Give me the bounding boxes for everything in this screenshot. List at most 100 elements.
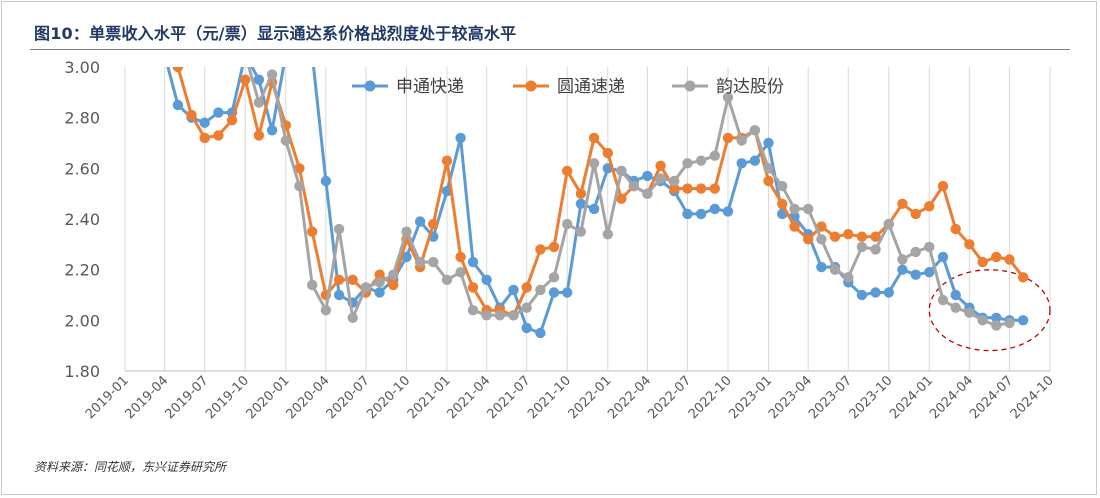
- data-point: [669, 183, 680, 194]
- data-point: [695, 155, 707, 166]
- data-point: [455, 132, 466, 144]
- data-point: [856, 241, 868, 253]
- data-point: [548, 272, 560, 283]
- x-tick-label: 2024-07: [967, 373, 1016, 422]
- series-3: [247, 67, 1015, 331]
- data-point: [508, 310, 519, 321]
- data-point: [616, 193, 627, 204]
- data-point: [347, 274, 358, 285]
- data-point: [616, 165, 627, 177]
- data-point: [575, 226, 587, 237]
- data-point: [950, 223, 961, 235]
- data-point: [655, 173, 666, 184]
- data-point: [294, 49, 304, 59]
- data-point: [388, 269, 399, 280]
- data-point: [521, 302, 532, 313]
- data-point: [535, 327, 546, 339]
- data-point: [763, 175, 774, 187]
- data-point: [521, 282, 532, 293]
- data-point: [722, 92, 734, 103]
- legend-label: 圆通速递: [557, 77, 625, 97]
- data-point: [709, 150, 720, 161]
- data-point: [481, 274, 492, 285]
- data-point: [763, 163, 774, 174]
- data-point: [1017, 315, 1029, 326]
- data-point: [360, 282, 372, 293]
- data-point: [508, 284, 519, 296]
- y-tick-label: 2.60: [64, 159, 100, 178]
- data-point: [816, 261, 827, 273]
- data-point: [695, 183, 707, 194]
- data-point: [481, 310, 492, 321]
- data-point: [1004, 254, 1015, 265]
- data-point: [159, 49, 169, 59]
- data-point: [682, 183, 693, 194]
- data-point: [870, 244, 881, 255]
- data-point: [977, 315, 988, 326]
- data-point: [950, 302, 961, 313]
- data-point: [280, 135, 291, 146]
- annotations: [928, 269, 1051, 352]
- y-tick-label: 1.80: [64, 362, 100, 381]
- data-point: [294, 180, 305, 192]
- chart-title: 图10：单票收入水平（元/票）显示通达系价格战烈度处于较高水平: [34, 24, 517, 43]
- data-point: [816, 234, 827, 245]
- legend-label: 韵达股份: [716, 77, 784, 97]
- data-point: [521, 322, 532, 334]
- data-point: [226, 115, 238, 126]
- x-tick-label: 2021-10: [525, 373, 574, 422]
- data-point: [428, 218, 439, 230]
- data-point: [910, 246, 921, 258]
- data-point: [924, 201, 935, 212]
- data-point: [494, 310, 505, 321]
- data-point: [588, 158, 600, 169]
- data-point: [829, 264, 841, 275]
- data-point: [414, 256, 426, 268]
- data-point: [910, 208, 921, 220]
- data-point: [266, 69, 278, 80]
- data-point: [374, 269, 385, 280]
- data-point: [388, 279, 399, 291]
- x-tick-label: 2023-07: [806, 373, 855, 422]
- x-tick-label: 2020-07: [324, 373, 373, 422]
- data-point: [777, 198, 788, 209]
- x-tick-label: 2022-07: [645, 373, 694, 422]
- data-point: [401, 251, 412, 263]
- data-point: [548, 241, 560, 253]
- data-point: [870, 287, 881, 298]
- x-tick-label: 2024-10: [1008, 373, 1057, 422]
- data-point: [991, 251, 1002, 263]
- data-point: [856, 289, 868, 301]
- data-point: [910, 269, 921, 280]
- legend-swatch-marker: [364, 80, 376, 92]
- data-point: [186, 109, 197, 121]
- data-point: [374, 277, 385, 288]
- legend: 申通快递 圆通速递 韵达股份: [352, 77, 784, 97]
- data-point: [548, 287, 560, 298]
- data-point: [937, 180, 949, 192]
- legend-swatch-marker: [525, 80, 537, 92]
- data-point: [1004, 317, 1015, 329]
- data-point: [253, 130, 265, 141]
- data-point: [535, 244, 546, 255]
- x-tick-label: 2022-04: [605, 373, 654, 422]
- y-tick-label: 2.00: [64, 311, 100, 330]
- x-tick-label: 2022-10: [686, 373, 735, 422]
- data-point: [682, 208, 693, 220]
- data-point: [749, 155, 761, 166]
- data-point: [682, 158, 693, 169]
- data-point: [575, 188, 587, 199]
- data-point: [307, 49, 317, 59]
- x-tick-label: 2024-01: [887, 373, 936, 422]
- data-point: [441, 274, 453, 285]
- data-point: [628, 180, 639, 192]
- data-point: [562, 218, 573, 230]
- data-point: [294, 163, 305, 174]
- x-tick-label: 2023-04: [766, 373, 815, 422]
- data-point: [414, 216, 426, 227]
- data-point: [977, 256, 988, 268]
- data-point: [937, 294, 949, 306]
- data-point: [159, 49, 169, 59]
- data-point: [856, 231, 868, 242]
- series-line: [247, 67, 1011, 327]
